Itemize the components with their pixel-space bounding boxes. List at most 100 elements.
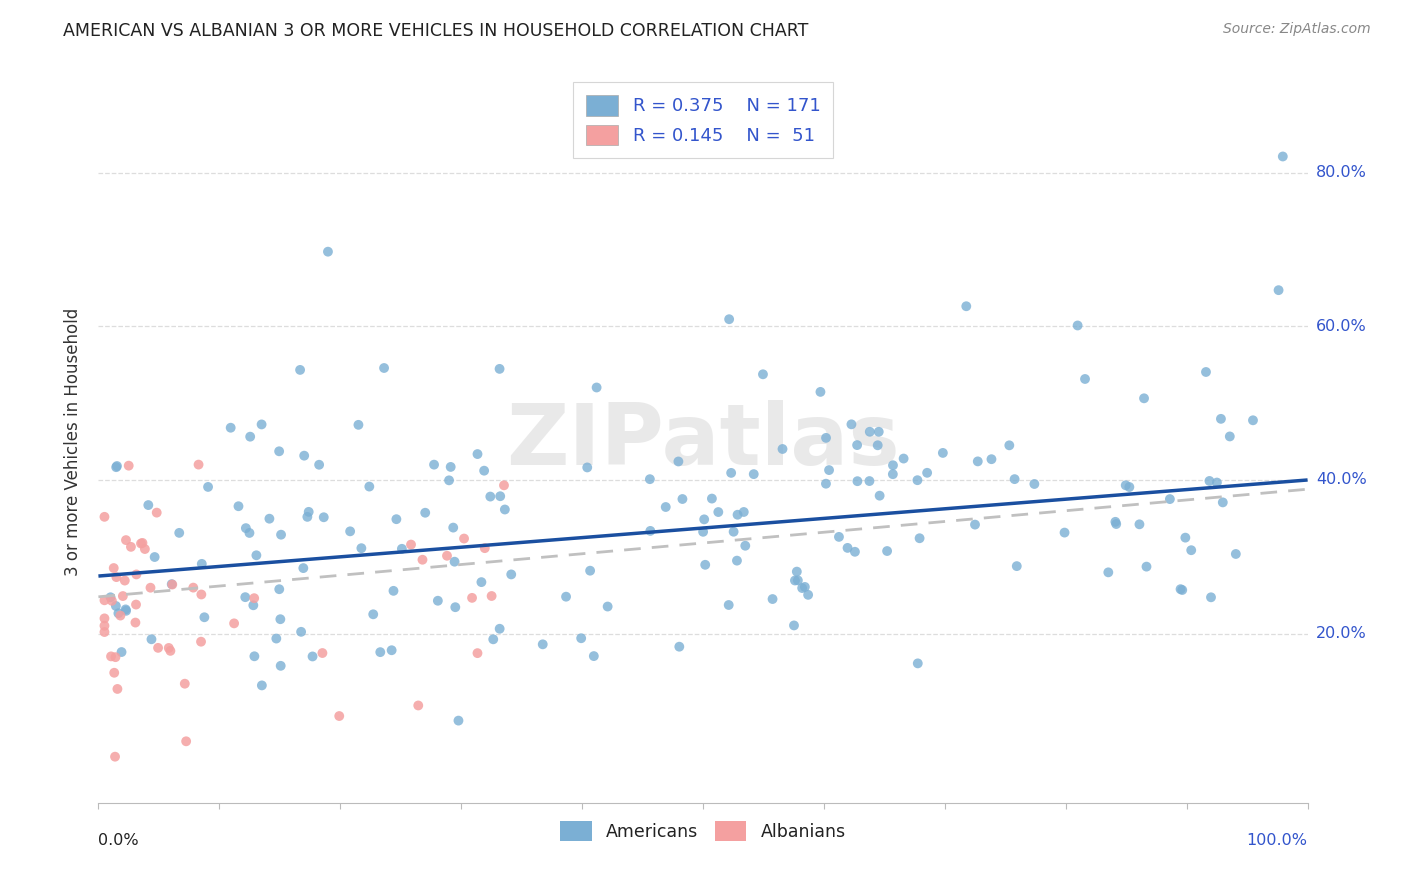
Point	[93, 611, 115, 625]
Point	[501, 567, 523, 582]
Point	[368, 645, 391, 659]
Point	[907, 473, 929, 487]
Point	[1105, 516, 1128, 531]
Point	[350, 541, 373, 556]
Point	[555, 590, 578, 604]
Point	[1074, 372, 1097, 386]
Point	[224, 616, 246, 631]
Point	[259, 511, 281, 525]
Point	[1209, 412, 1232, 426]
Point	[1128, 517, 1150, 532]
Point	[481, 589, 503, 603]
Point	[1174, 531, 1197, 545]
Point	[381, 643, 404, 657]
Point	[907, 657, 929, 671]
Point	[742, 467, 765, 482]
Point	[270, 527, 292, 541]
Point	[461, 591, 484, 605]
Point	[339, 524, 361, 539]
Point	[105, 570, 128, 584]
Point	[1219, 429, 1241, 443]
Point	[181, 581, 204, 595]
Point	[1212, 495, 1234, 509]
Legend: Americans, Albanians: Americans, Albanians	[554, 814, 852, 848]
Point	[814, 476, 837, 491]
Point	[174, 734, 197, 748]
Point	[100, 591, 122, 605]
Point	[235, 521, 257, 535]
Point	[406, 698, 429, 713]
Point	[391, 541, 413, 556]
Point	[1159, 492, 1181, 507]
Point	[1199, 591, 1222, 605]
Point	[107, 607, 129, 621]
Point	[444, 600, 467, 615]
Point	[786, 565, 808, 579]
Point	[453, 532, 475, 546]
Point	[531, 637, 554, 651]
Point	[1104, 515, 1126, 529]
Point	[411, 553, 433, 567]
Point	[482, 632, 505, 647]
Point	[173, 676, 195, 690]
Point	[725, 554, 748, 568]
Point	[761, 592, 783, 607]
Point	[1198, 474, 1220, 488]
Point	[103, 665, 125, 680]
Point	[1180, 543, 1202, 558]
Point	[797, 588, 820, 602]
Point	[250, 417, 273, 432]
Point	[93, 593, 115, 607]
Point	[1225, 547, 1247, 561]
Point	[467, 447, 489, 461]
Point	[841, 417, 863, 432]
Point	[671, 491, 693, 506]
Point	[114, 602, 136, 616]
Point	[399, 538, 422, 552]
Point	[190, 634, 212, 648]
Point	[114, 574, 136, 588]
Point	[858, 474, 880, 488]
Point	[692, 524, 714, 539]
Point	[869, 489, 891, 503]
Text: 60.0%: 60.0%	[1316, 318, 1367, 334]
Point	[359, 479, 381, 493]
Point	[437, 473, 460, 487]
Point	[1118, 480, 1140, 494]
Point	[141, 632, 163, 647]
Point	[131, 536, 153, 550]
Point	[579, 564, 602, 578]
Point	[328, 709, 350, 723]
Point	[118, 458, 141, 473]
Point	[783, 574, 806, 588]
Point	[269, 612, 291, 626]
Point	[269, 444, 291, 458]
Point	[810, 384, 832, 399]
Point	[668, 640, 690, 654]
Point	[654, 500, 676, 514]
Point	[160, 577, 183, 591]
Point	[347, 417, 370, 432]
Point	[786, 574, 808, 588]
Point	[436, 549, 458, 563]
Point	[242, 599, 264, 613]
Point	[105, 460, 128, 475]
Point	[107, 681, 129, 696]
Point	[932, 446, 955, 460]
Point	[385, 512, 408, 526]
Point	[488, 362, 510, 376]
Point	[146, 640, 169, 655]
Point	[474, 541, 496, 556]
Y-axis label: 3 or more Vehicles in Household: 3 or more Vehicles in Household	[65, 308, 83, 575]
Point	[1241, 413, 1264, 427]
Point	[233, 590, 256, 604]
Point	[472, 464, 495, 478]
Point	[1024, 477, 1046, 491]
Point	[120, 540, 142, 554]
Point	[980, 452, 1002, 467]
Point	[470, 575, 492, 590]
Point	[752, 368, 775, 382]
Point	[270, 658, 292, 673]
Point	[301, 649, 323, 664]
Point	[269, 582, 291, 597]
